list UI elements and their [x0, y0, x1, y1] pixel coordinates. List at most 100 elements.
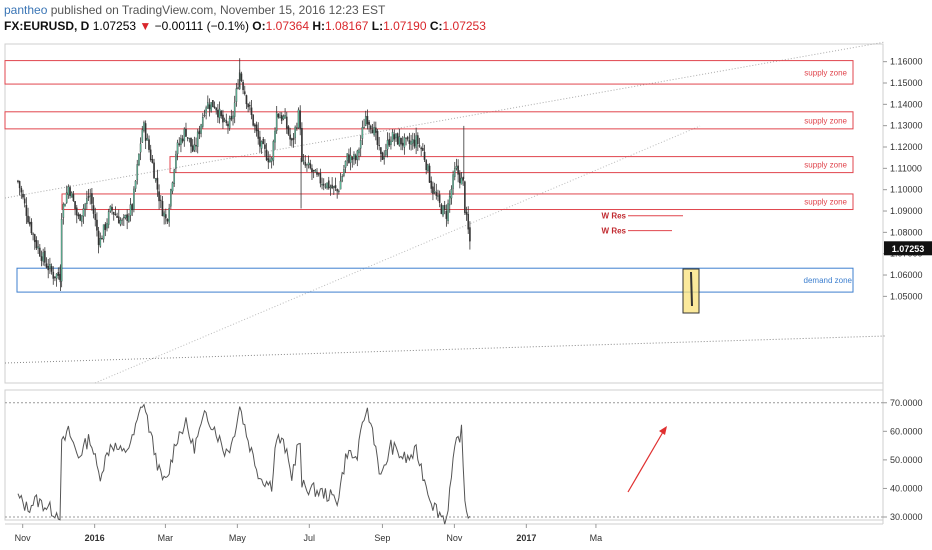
- candle: [405, 137, 407, 146]
- candle-body: [354, 155, 357, 161]
- candle-body: [42, 252, 44, 262]
- candle: [371, 124, 374, 134]
- candle: [121, 217, 123, 226]
- candle-body: [75, 207, 78, 216]
- candle-body: [243, 91, 246, 95]
- candle: [287, 125, 290, 136]
- candle: [396, 132, 399, 145]
- price-tick-label: 1.11000: [890, 163, 922, 173]
- time-tick-label: Sep: [374, 533, 390, 543]
- candle-body: [57, 272, 60, 276]
- candle: [99, 232, 102, 248]
- candle-body: [285, 116, 288, 129]
- candle-body: [464, 181, 466, 213]
- candle-body: [254, 124, 256, 127]
- candle: [191, 139, 194, 153]
- candle: [97, 226, 100, 254]
- candle: [141, 125, 144, 143]
- candle-body: [49, 264, 51, 269]
- candle: [331, 177, 333, 190]
- candle-body: [18, 181, 21, 189]
- candle-body: [65, 192, 68, 203]
- candle-body: [117, 216, 120, 224]
- candle: [299, 105, 302, 136]
- candle-body: [423, 151, 426, 160]
- candle-body: [198, 130, 201, 135]
- candle: [220, 110, 223, 119]
- candle-body: [77, 214, 80, 217]
- candle-body: [92, 205, 95, 214]
- candle: [450, 185, 453, 205]
- candle: [327, 176, 330, 190]
- candle-body: [208, 104, 211, 110]
- open-value: 1.07364: [265, 19, 310, 33]
- candle-body: [141, 129, 144, 143]
- candle-body: [203, 114, 206, 117]
- candle-body: [289, 134, 291, 140]
- candle-body: [228, 118, 231, 129]
- candle-body: [401, 142, 404, 146]
- candle-body: [23, 198, 26, 204]
- candle-body: [331, 184, 333, 189]
- candle: [275, 105, 278, 134]
- supply-zone-label: supply zone: [804, 116, 847, 125]
- candle-body: [227, 123, 229, 127]
- candle: [49, 257, 51, 274]
- candle: [154, 177, 157, 183]
- candle-body: [35, 240, 38, 249]
- candle: [395, 133, 397, 142]
- candle: [232, 111, 234, 126]
- candle: [195, 137, 197, 153]
- candle-body: [373, 127, 375, 136]
- candle-body: [366, 115, 369, 125]
- candle: [307, 155, 310, 169]
- candle-body: [346, 153, 349, 161]
- candle-body: [279, 116, 281, 119]
- candle-body: [433, 190, 436, 193]
- candle: [464, 180, 466, 215]
- candle-body: [269, 159, 271, 163]
- candle-body: [45, 263, 48, 268]
- candle: [301, 122, 303, 163]
- candle: [45, 257, 48, 269]
- candle: [136, 159, 139, 185]
- candle-body: [388, 138, 391, 146]
- candle: [27, 207, 29, 224]
- candle-body: [47, 266, 50, 271]
- candle: [285, 111, 288, 134]
- candle: [247, 103, 249, 113]
- candle: [380, 147, 382, 162]
- supply-zone-label: supply zone: [804, 68, 847, 77]
- candle-body: [151, 159, 154, 163]
- candle: [165, 208, 167, 225]
- candle: [401, 136, 404, 151]
- candle-body: [448, 196, 451, 206]
- candle-body: [183, 128, 186, 141]
- candle: [139, 137, 142, 161]
- candle-body: [317, 173, 320, 175]
- low-label: L:: [371, 19, 384, 33]
- candle-body: [69, 187, 71, 197]
- candle: [368, 120, 370, 133]
- candle: [344, 160, 347, 173]
- candle-body: [181, 138, 184, 142]
- candle-body: [361, 127, 364, 139]
- candle: [112, 211, 115, 221]
- candle-body: [349, 155, 352, 163]
- candle-body: [171, 182, 174, 192]
- candle: [447, 199, 449, 225]
- high-label: H:: [312, 19, 326, 33]
- candle: [86, 190, 88, 210]
- candle: [166, 218, 169, 224]
- candle-body: [343, 169, 345, 176]
- candle-body: [101, 238, 103, 240]
- price-tick-label: 1.06000: [890, 270, 923, 280]
- candle: [170, 188, 172, 210]
- candle: [28, 216, 31, 227]
- author-link[interactable]: pantheo: [4, 3, 48, 17]
- candle-body: [27, 215, 29, 223]
- candle-body: [435, 192, 438, 196]
- last-price: 1.07253: [92, 19, 137, 33]
- candle-body: [109, 205, 112, 212]
